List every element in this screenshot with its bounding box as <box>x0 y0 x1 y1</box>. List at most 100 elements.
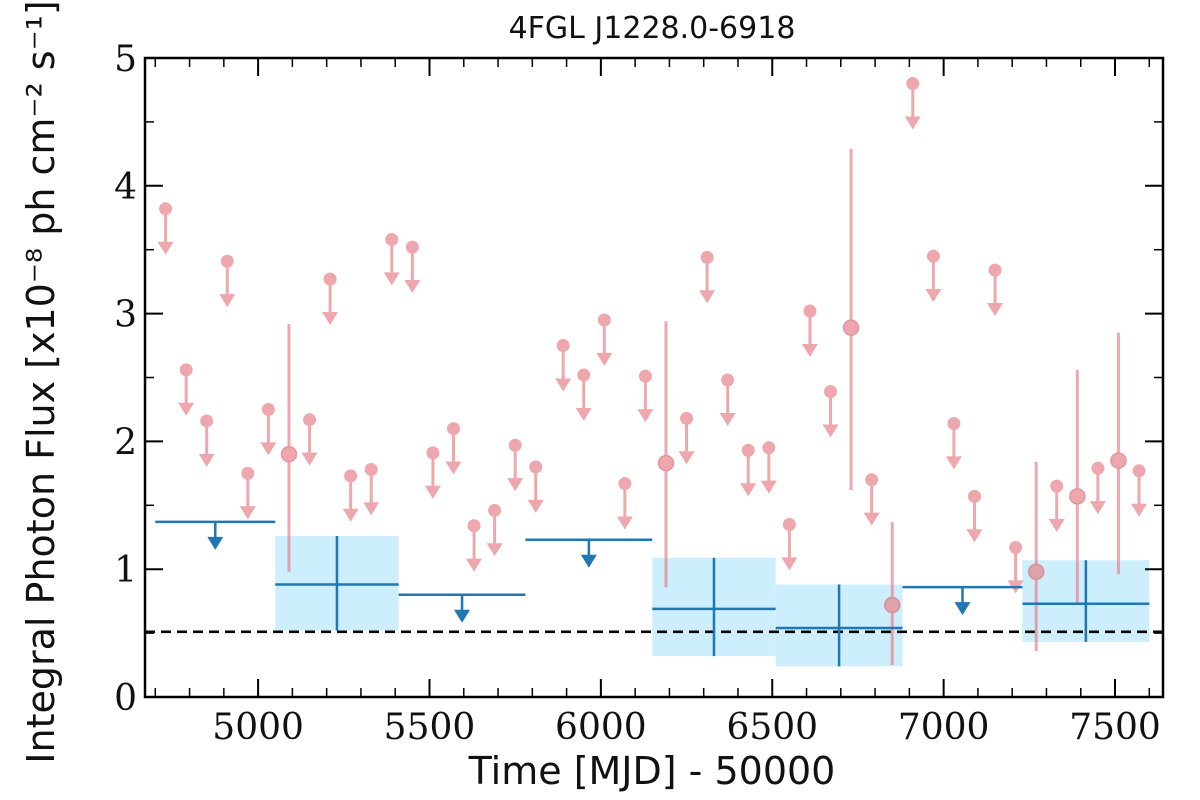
upper-limit-arrow-head <box>719 412 736 426</box>
upper-limit-marker <box>741 443 755 457</box>
upper-limit-marker <box>529 460 543 474</box>
short-bin-upper-limit <box>363 463 380 516</box>
long-bin-error-boxes <box>275 535 1150 667</box>
short-bin-detection <box>842 148 860 490</box>
upper-limit-marker <box>803 304 817 318</box>
short-bin-upper-limit <box>616 477 633 530</box>
detection-marker <box>657 454 675 472</box>
upper-limit-arrow-head <box>575 407 592 421</box>
upper-limit-marker <box>988 263 1002 277</box>
x-tick-label: 6500 <box>726 707 818 748</box>
short-bin-upper-limit <box>178 363 195 416</box>
upper-limit-arrow-head <box>507 478 524 492</box>
short-bin-upper-limit <box>260 402 277 456</box>
upper-limit-marker <box>762 441 776 455</box>
short-bin-detection <box>1027 461 1045 651</box>
upper-limit-marker <box>1009 540 1023 554</box>
y-tick-label: 5 <box>114 39 137 80</box>
upper-limit-arrow-head <box>1131 503 1148 517</box>
upper-limit-arrow-head <box>966 529 983 543</box>
upper-limit-marker <box>467 519 481 533</box>
upper-limit-arrow-head <box>904 116 921 130</box>
y-tick-label: 1 <box>114 550 137 591</box>
short-bin-detection <box>280 323 298 572</box>
upper-limit-arrow-head <box>678 451 695 465</box>
x-tick-label: 7000 <box>898 707 990 748</box>
short-bin-detection <box>1110 332 1127 575</box>
short-bin-upper-limit <box>904 77 921 130</box>
upper-limit-arrow-head <box>198 453 215 467</box>
upper-limit-marker <box>385 232 399 246</box>
upper-limit-arrow-head <box>342 508 359 522</box>
short-bin-upper-limit <box>1007 540 1024 594</box>
upper-limit-marker <box>323 272 337 286</box>
upper-limit-arrow-head <box>555 378 572 392</box>
upper-limit-marker <box>967 489 981 503</box>
long-bin-arrow-head <box>454 609 471 623</box>
upper-limit-arrow-head <box>157 241 174 255</box>
x-tick-label: 7500 <box>1069 707 1161 748</box>
upper-limit-arrow-head <box>424 485 441 499</box>
short-bin-upper-limit <box>822 385 839 438</box>
upper-limit-arrow-head <box>1048 519 1065 533</box>
upper-limit-marker <box>220 254 234 268</box>
upper-limit-marker <box>508 438 522 452</box>
detection-marker <box>1027 563 1045 581</box>
upper-limit-arrow-head <box>987 303 1004 317</box>
upper-limit-marker <box>241 466 255 480</box>
upper-limit-arrow-head <box>527 499 544 513</box>
upper-limit-marker <box>303 413 317 427</box>
upper-limit-marker <box>638 369 652 383</box>
upper-limit-arrow-head <box>239 506 256 520</box>
upper-limit-marker <box>1132 464 1146 478</box>
x-tick-label: 6000 <box>555 707 647 748</box>
upper-limit-marker <box>906 77 920 91</box>
detection-marker <box>842 319 860 336</box>
long-bin-series <box>155 520 1150 667</box>
short-bin-upper-limit <box>383 232 400 286</box>
short-bin-detection <box>883 521 901 666</box>
short-bin-upper-limit <box>781 517 798 571</box>
short-bin-upper-limit <box>424 446 441 499</box>
upper-limit-marker <box>824 385 838 399</box>
long-bin-arrow-head <box>207 536 224 550</box>
long-bin-arrow-head <box>580 554 597 568</box>
short-bin-series <box>157 77 1148 666</box>
upper-limit-marker <box>364 463 378 477</box>
detection-marker <box>1069 488 1086 505</box>
y-tick-label: 3 <box>114 295 137 336</box>
y-tick-label: 4 <box>114 167 137 208</box>
short-bin-upper-limit <box>637 369 654 423</box>
upper-limit-arrow-head <box>945 456 962 470</box>
upper-limit-marker <box>680 411 694 425</box>
upper-limit-arrow-head <box>740 483 757 497</box>
y-tick-label: 2 <box>114 422 137 463</box>
y-axis-label: Integral Photon Flux [x10⁻⁸ ph cm⁻² s⁻¹] <box>19 0 63 763</box>
upper-limit-marker <box>865 473 879 487</box>
upper-limit-marker <box>344 469 358 483</box>
upper-limit-marker <box>700 250 714 264</box>
upper-limit-arrow-head <box>822 424 839 438</box>
upper-limit-marker <box>577 368 591 382</box>
short-bin-upper-limit <box>507 438 524 492</box>
upper-limit-marker <box>200 414 214 428</box>
upper-limit-arrow-head <box>699 290 716 304</box>
upper-limit-marker <box>1050 479 1064 493</box>
upper-limit-marker <box>597 313 611 327</box>
detection-marker <box>1110 452 1127 469</box>
upper-limit-marker <box>926 249 940 263</box>
short-bin-upper-limit <box>760 441 777 494</box>
short-bin-upper-limit <box>801 304 818 357</box>
short-bin-upper-limit <box>322 272 339 325</box>
upper-limit-marker <box>1091 461 1105 475</box>
short-bin-upper-limit <box>925 249 942 302</box>
short-bin-upper-limit <box>157 202 174 255</box>
short-bin-upper-limit <box>1048 479 1065 533</box>
short-bin-upper-limit <box>678 411 695 465</box>
short-bin-upper-limit <box>486 503 503 557</box>
short-bin-upper-limit <box>555 339 572 392</box>
upper-limit-marker <box>426 446 440 460</box>
upper-limit-arrow-head <box>383 272 400 286</box>
short-bin-upper-limit <box>527 460 544 513</box>
